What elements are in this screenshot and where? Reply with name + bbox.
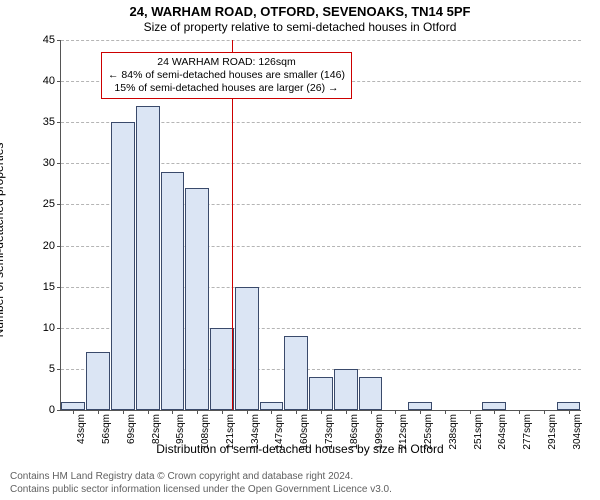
xtick-mark (346, 410, 347, 414)
ytick-mark (57, 163, 61, 164)
xtick-mark (296, 410, 297, 414)
xtick-mark (445, 410, 446, 414)
xtick-label: 56sqm (101, 414, 112, 444)
footer-line-2: Contains public sector information licen… (10, 484, 590, 497)
histogram-bar (111, 122, 135, 410)
histogram-bar (309, 377, 333, 410)
xtick-mark (197, 410, 198, 414)
xtick-mark (222, 410, 223, 414)
annotation-line-1: 24 WARHAM ROAD: 126sqm (108, 56, 345, 69)
xtick-mark (247, 410, 248, 414)
histogram-bar (284, 336, 308, 410)
ytick-label: 45 (43, 34, 55, 46)
xtick-mark (271, 410, 272, 414)
xtick-mark (321, 410, 322, 414)
xtick-mark (123, 410, 124, 414)
xtick-label: 69sqm (126, 414, 137, 444)
xtick-mark (519, 410, 520, 414)
ytick-mark (57, 287, 61, 288)
ytick-label: 20 (43, 240, 55, 252)
chart-subtitle: Size of property relative to semi-detach… (0, 20, 600, 34)
ytick-label: 25 (43, 198, 55, 210)
xtick-label: 95sqm (175, 414, 186, 444)
footer-text: Contains HM Land Registry data © Crown c… (10, 471, 590, 496)
xtick-mark (420, 410, 421, 414)
ytick-mark (57, 204, 61, 205)
histogram-bar (185, 188, 209, 410)
annotation-box: 24 WARHAM ROAD: 126sqm← 84% of semi-deta… (101, 52, 352, 99)
xtick-mark (470, 410, 471, 414)
chart-title: 24, WARHAM ROAD, OTFORD, SEVENOAKS, TN14… (0, 4, 600, 19)
histogram-bar (161, 172, 185, 410)
xtick-mark (544, 410, 545, 414)
histogram-bar (235, 287, 259, 410)
gridline (61, 40, 581, 41)
ytick-mark (57, 122, 61, 123)
histogram-bar (482, 402, 506, 410)
ytick-label: 0 (49, 404, 55, 416)
histogram-bar (408, 402, 432, 410)
histogram-bar (260, 402, 284, 410)
y-axis-label: Number of semi-detached properties (0, 45, 6, 240)
xtick-mark (73, 410, 74, 414)
ytick-mark (57, 81, 61, 82)
xtick-label: 43sqm (76, 414, 87, 444)
histogram-bar (359, 377, 383, 410)
ytick-label: 40 (43, 75, 55, 87)
xtick-mark (569, 410, 570, 414)
histogram-bar (61, 402, 85, 410)
xtick-mark (148, 410, 149, 414)
ytick-mark (57, 40, 61, 41)
xtick-mark (371, 410, 372, 414)
histogram-bar (210, 328, 234, 410)
footer-line-1: Contains HM Land Registry data © Crown c… (10, 471, 590, 484)
xtick-mark (98, 410, 99, 414)
histogram-bar (136, 106, 160, 410)
ytick-mark (57, 369, 61, 370)
chart-container: 24, WARHAM ROAD, OTFORD, SEVENOAKS, TN14… (0, 0, 600, 500)
y-axis-label-text: Number of semi-detached properties (0, 143, 6, 338)
xtick-mark (395, 410, 396, 414)
ytick-label: 15 (43, 281, 55, 293)
ytick-mark (57, 328, 61, 329)
histogram-bar (86, 352, 110, 410)
ytick-mark (57, 410, 61, 411)
ytick-label: 35 (43, 116, 55, 128)
xtick-mark (494, 410, 495, 414)
ytick-mark (57, 246, 61, 247)
xtick-mark (172, 410, 173, 414)
plot-area: 05101520253035404543sqm56sqm69sqm82sqm95… (60, 40, 581, 411)
x-axis-label: Distribution of semi-detached houses by … (0, 442, 600, 456)
xtick-label: 82sqm (151, 414, 162, 444)
histogram-bar (334, 369, 358, 410)
annotation-line-3: 15% of semi-detached houses are larger (… (108, 82, 345, 95)
ytick-label: 10 (43, 322, 55, 334)
annotation-line-2: ← 84% of semi-detached houses are smalle… (108, 69, 345, 82)
histogram-bar (557, 402, 581, 410)
ytick-label: 30 (43, 157, 55, 169)
ytick-label: 5 (49, 363, 55, 375)
